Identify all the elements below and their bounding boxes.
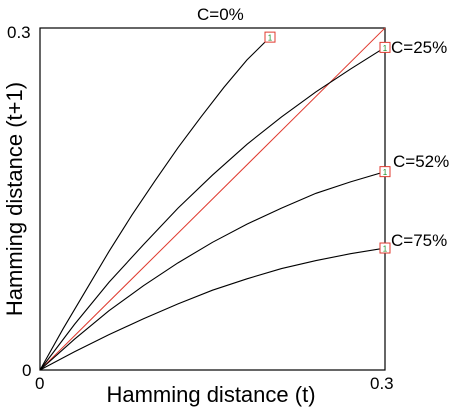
- x-tick-right: 0.3: [370, 374, 394, 393]
- end-marker-box-3: [379, 166, 391, 178]
- end-marker-box-2: [379, 41, 391, 53]
- diagonal-line: [39, 27, 386, 371]
- x-axis-label: Hamming distance (t): [106, 382, 315, 407]
- y-axis-label: Hamming distance (t+1): [2, 82, 27, 316]
- series-line-1: [39, 36, 271, 371]
- y-tick-top: 0.3: [7, 23, 31, 42]
- curve-label-3: C=52%: [393, 152, 449, 171]
- end-marker-layer: 1 1 1 1: [264, 31, 391, 254]
- y-tick-bottom: 0: [22, 361, 31, 380]
- end-marker-text-3: 1: [383, 168, 388, 177]
- curve-label-layer: C=0% C=25% C=52% C=75%: [197, 5, 449, 250]
- series-line-3: [39, 171, 386, 371]
- series-line-4: [39, 247, 386, 371]
- end-marker-text-1: 1: [268, 34, 273, 43]
- series-line-2: [39, 46, 386, 371]
- end-marker-box-4: [379, 242, 391, 254]
- end-marker-box-1: [264, 31, 276, 43]
- curve-label-4: C=75%: [391, 231, 447, 250]
- curve-label-2: C=25%: [391, 38, 447, 57]
- end-marker-text-4: 1: [383, 245, 388, 254]
- curve-label-1: C=0%: [197, 5, 244, 24]
- series-layer: [39, 36, 386, 371]
- x-tick-left: 0: [35, 374, 44, 393]
- end-marker-text-2: 1: [383, 44, 388, 53]
